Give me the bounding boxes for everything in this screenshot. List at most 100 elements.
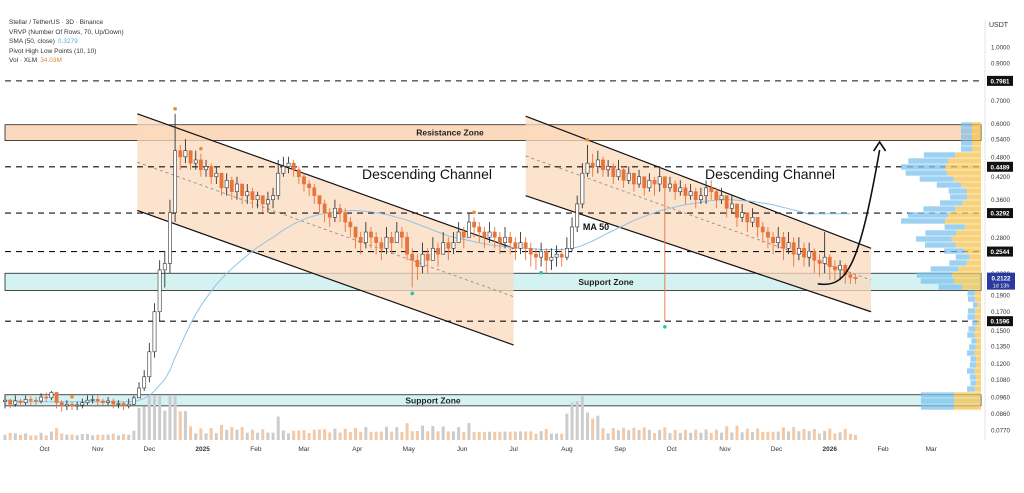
candles-layer[interactable] xyxy=(3,113,858,412)
candle[interactable] xyxy=(704,180,708,204)
candle[interactable] xyxy=(307,180,312,196)
candle[interactable] xyxy=(477,222,482,243)
candle[interactable] xyxy=(637,169,641,188)
candle[interactable] xyxy=(106,397,110,406)
candle[interactable] xyxy=(312,184,317,204)
candle[interactable] xyxy=(34,397,38,406)
candle[interactable] xyxy=(699,187,703,204)
candle[interactable] xyxy=(369,226,373,249)
candle[interactable] xyxy=(487,222,492,243)
candle[interactable] xyxy=(59,400,64,412)
candle[interactable] xyxy=(503,226,507,249)
candle[interactable] xyxy=(317,195,322,213)
candle[interactable] xyxy=(322,199,327,223)
candle[interactable] xyxy=(44,392,49,402)
candle[interactable] xyxy=(662,176,667,321)
candle[interactable] xyxy=(95,395,100,406)
candle[interactable] xyxy=(570,217,574,252)
candle[interactable] xyxy=(750,208,755,227)
indicator-volume[interactable]: Vol · XLM 34.03M xyxy=(9,56,124,66)
indicator-pivots[interactable]: Pivot High Low Points (10, 10) xyxy=(9,47,124,57)
candle[interactable] xyxy=(817,254,822,277)
candle[interactable] xyxy=(126,398,131,409)
candle[interactable] xyxy=(8,398,13,409)
candle[interactable] xyxy=(384,226,389,255)
candle[interactable] xyxy=(642,176,647,196)
candle[interactable] xyxy=(766,226,770,249)
candle[interactable] xyxy=(142,370,147,391)
candle[interactable] xyxy=(183,139,188,164)
candle[interactable] xyxy=(497,232,502,255)
candle[interactable] xyxy=(621,166,626,188)
candle[interactable] xyxy=(121,401,126,411)
candle[interactable] xyxy=(23,395,28,406)
candle[interactable] xyxy=(760,222,765,243)
candle[interactable] xyxy=(652,176,657,196)
candle[interactable] xyxy=(647,173,652,192)
candle[interactable] xyxy=(740,203,745,223)
candle[interactable] xyxy=(467,212,471,238)
candle[interactable] xyxy=(430,237,435,261)
candle[interactable] xyxy=(260,195,265,213)
candle[interactable] xyxy=(601,156,605,177)
candle[interactable] xyxy=(39,393,43,404)
candle[interactable] xyxy=(374,232,379,255)
candle[interactable] xyxy=(822,232,827,274)
candle[interactable] xyxy=(580,163,585,209)
candle[interactable] xyxy=(240,183,245,204)
candle[interactable] xyxy=(3,395,7,409)
candle[interactable] xyxy=(363,222,368,249)
candle[interactable] xyxy=(796,237,801,261)
candle[interactable] xyxy=(28,396,33,406)
candle[interactable] xyxy=(178,144,183,170)
candle[interactable] xyxy=(420,242,425,274)
candle[interactable] xyxy=(70,401,74,411)
candle[interactable] xyxy=(13,395,18,407)
candle[interactable] xyxy=(173,113,178,223)
candle[interactable] xyxy=(482,226,487,249)
candle[interactable] xyxy=(266,191,270,213)
candle[interactable] xyxy=(116,400,121,409)
candle[interactable] xyxy=(111,398,116,409)
candle[interactable] xyxy=(446,237,451,261)
candle[interactable] xyxy=(137,382,141,399)
candle[interactable] xyxy=(90,395,95,404)
candle[interactable] xyxy=(338,203,342,223)
candle[interactable] xyxy=(668,176,672,192)
candle[interactable] xyxy=(162,251,167,288)
candle[interactable] xyxy=(410,248,415,288)
candle[interactable] xyxy=(193,150,198,170)
candle[interactable] xyxy=(18,398,23,407)
candle[interactable] xyxy=(327,208,332,227)
candle[interactable] xyxy=(255,191,260,209)
candle[interactable] xyxy=(626,166,631,185)
indicator-sma[interactable]: SMA (50, close) 0.3279 xyxy=(9,37,124,47)
candle[interactable] xyxy=(632,172,636,192)
candle[interactable] xyxy=(456,222,461,243)
candle[interactable] xyxy=(611,163,616,185)
candle[interactable] xyxy=(85,395,90,406)
candle[interactable] xyxy=(554,245,559,267)
candle[interactable] xyxy=(688,184,693,200)
candle[interactable] xyxy=(415,254,420,281)
candle[interactable] xyxy=(229,176,234,200)
candle[interactable] xyxy=(776,226,781,249)
candle[interactable] xyxy=(802,242,806,267)
candle[interactable] xyxy=(833,260,837,281)
candle[interactable] xyxy=(606,159,611,177)
candle[interactable] xyxy=(281,156,286,177)
candle[interactable] xyxy=(394,222,399,243)
candle[interactable] xyxy=(436,242,440,267)
candle[interactable] xyxy=(204,159,208,177)
candle[interactable] xyxy=(714,187,719,209)
candle[interactable] xyxy=(379,237,384,261)
candle[interactable] xyxy=(848,271,853,284)
candle[interactable] xyxy=(131,395,136,406)
candle[interactable] xyxy=(461,226,466,249)
candle[interactable] xyxy=(523,237,528,261)
indicator-vrvp[interactable]: VRVP (Number Of Rows, 70, Up/Down) xyxy=(9,28,124,38)
candle[interactable] xyxy=(781,232,786,261)
candle[interactable] xyxy=(771,232,775,255)
